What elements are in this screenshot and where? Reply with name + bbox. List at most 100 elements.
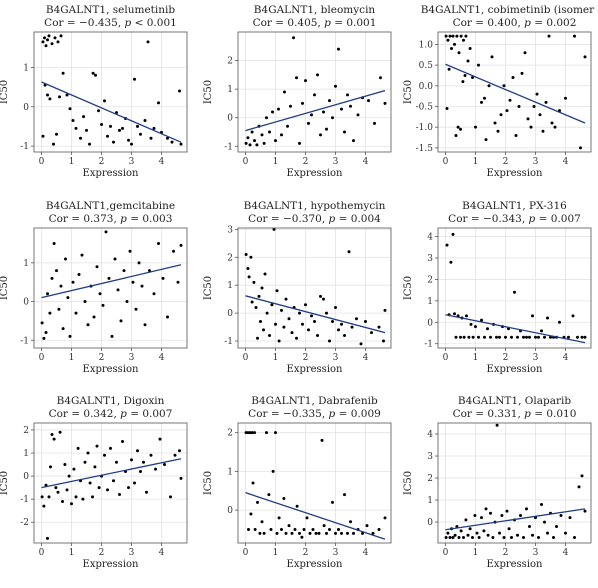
plot-area [438,32,591,152]
x-axis-title: Expression [287,168,344,179]
data-point [260,286,264,290]
x-tick-label: 4 [363,157,369,167]
x-tick-label: 0 [243,157,249,167]
stat-p-symbol: p [125,17,132,29]
stat-cor: Cor = 0.405, [253,17,325,29]
data-point [116,288,120,292]
data-point [170,140,174,144]
data-point [544,100,548,104]
data-point [304,303,307,307]
data-point [250,431,254,435]
y-tick-label: -1 [224,337,233,347]
plot-frame [33,227,188,349]
data-point [474,325,477,329]
data-point [383,101,387,105]
data-point [145,490,148,494]
data-point [119,319,123,323]
x-tick-label: 2 [503,548,509,558]
x-tick-label: 0 [443,353,449,363]
data-point [543,335,546,339]
data-point [271,469,275,473]
stat-p-symbol: p [524,17,531,29]
data-point [152,126,156,130]
data-point [522,535,525,539]
plot-area [34,228,187,348]
data-point [473,513,477,517]
data-point [113,257,117,261]
data-point [450,47,453,51]
data-point [49,465,52,469]
data-point [340,107,343,111]
data-point [125,300,129,304]
data-point [457,51,461,55]
x-tick-label: 0 [39,157,45,167]
data-point [541,129,545,133]
x-tick-label: 3 [129,353,135,363]
data-point [253,527,257,531]
y-tick-label: 0 [23,103,29,113]
y-tick-label: 2 [227,253,233,263]
data-point [308,531,312,535]
data-point [85,128,88,132]
data-point [466,59,470,63]
x-axis-title: Expression [487,559,544,570]
stat-p-value: = 0.001 [331,17,377,29]
data-point [337,527,340,531]
data-point [349,520,352,524]
data-point [142,460,145,464]
data-point [519,513,522,517]
plot-frame [33,31,188,153]
y-tick-label: 1 [23,63,29,73]
data-point [334,531,337,535]
panel-title: B4GALNT1, Olaparib [458,395,571,407]
data-point [311,527,315,531]
data-point [103,99,106,103]
data-point [260,520,264,524]
data-point [568,516,572,520]
panel-title: B4GALNT1, Dabrafenib [251,395,378,407]
data-point [577,485,581,489]
data-point [115,460,118,464]
data-point [304,79,307,83]
data-point [252,280,256,284]
data-point [454,335,458,339]
y-tick-label: 1 [23,449,29,459]
y-tick-label: 1 [427,496,433,506]
data-point [63,463,67,467]
plot-area [438,423,591,543]
data-point [61,499,64,503]
data-point [100,122,103,126]
x-tick-label: 2 [99,548,105,558]
data-point [448,535,452,539]
data-point [451,535,455,539]
data-point [471,535,474,539]
data-point [290,331,294,335]
data-point [302,527,306,531]
data-point [573,34,576,38]
data-point [134,307,138,311]
data-point [510,535,513,539]
data-point [483,96,486,100]
data-point [136,124,139,128]
data-point [256,336,259,340]
data-point [334,84,337,88]
data-point [480,516,483,520]
data-point [101,303,105,307]
data-point [455,524,459,528]
panel-stat: Cor = −0.343, p = 0.007 [448,213,581,225]
data-point [91,495,94,499]
regression-line [445,63,586,124]
data-point [310,113,313,117]
x-axis-title: Expression [83,168,140,179]
stat-p-symbol: p [329,213,336,225]
data-point [525,507,528,511]
x-tick-label: 2 [503,353,509,363]
data-point [328,99,331,103]
y-axis-title: IC50 [0,276,10,300]
data-point [255,143,259,147]
data-point [287,317,291,321]
data-point [459,127,462,131]
